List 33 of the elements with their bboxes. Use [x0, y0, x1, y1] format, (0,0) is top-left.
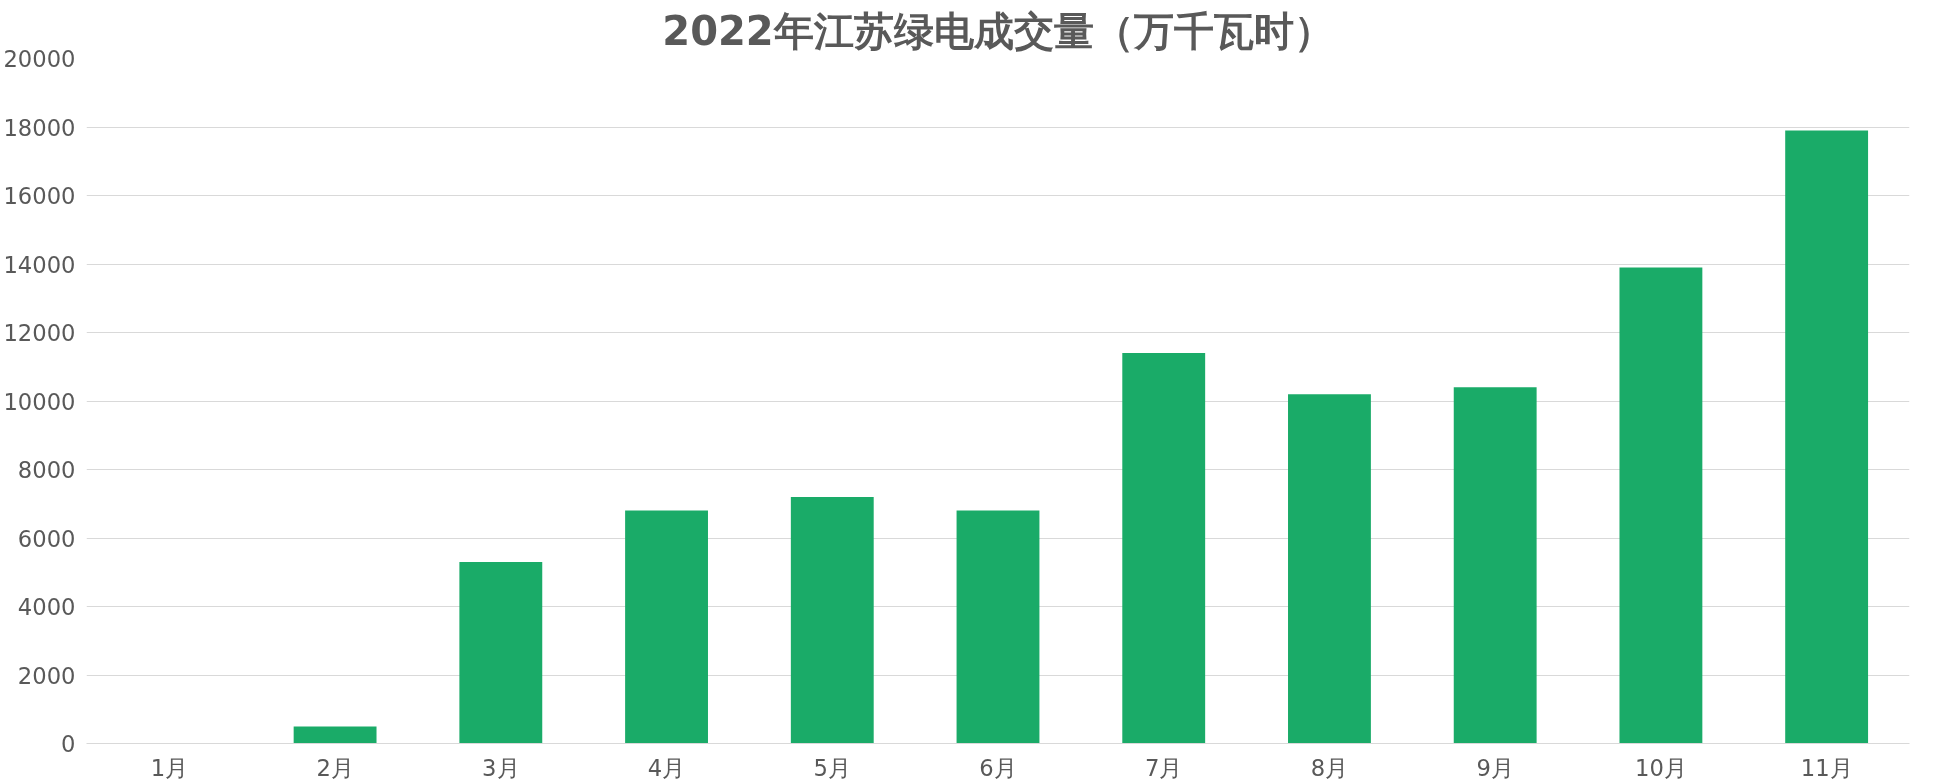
y-tick-label: 0: [61, 731, 76, 757]
y-tick-label: 18000: [3, 114, 76, 141]
x-tick-label: 9月: [1476, 754, 1514, 781]
x-tick-label: 8月: [1310, 754, 1349, 781]
x-tick-label: 7月: [1145, 754, 1183, 781]
y-tick-label: 6000: [17, 525, 76, 552]
bar: [956, 510, 1040, 744]
y-tick-label: 2000: [17, 662, 76, 689]
bar: [1453, 387, 1537, 744]
y-tick-label: 10000: [3, 388, 76, 415]
y-tick-label: 20000: [3, 46, 76, 72]
y-tick-label: 4000: [17, 594, 76, 620]
x-tick-label: 5月: [813, 754, 851, 781]
bar: [1122, 353, 1206, 744]
bar: [1288, 394, 1371, 744]
bar: [293, 726, 377, 744]
bar: [459, 561, 543, 744]
x-tick-label: 11月: [1800, 754, 1853, 781]
chart-title: 2022年江苏绿电成交量（万千瓦时）: [662, 7, 1334, 54]
bar: [1619, 267, 1703, 744]
x-tick-label: 3月: [482, 754, 520, 781]
x-tick-label: 1月: [150, 754, 189, 781]
bar: [1785, 130, 1869, 744]
y-tick-label: 14000: [3, 251, 76, 278]
x-tick-label: 4月: [647, 754, 686, 781]
x-tick-label: 10月: [1634, 754, 1687, 781]
bar: [790, 496, 874, 744]
y-tick-label: 12000: [3, 320, 76, 346]
x-tick-label: 2月: [316, 754, 354, 781]
bar: [625, 510, 708, 744]
x-tick-label: 6月: [979, 754, 1017, 781]
y-tick-label: 16000: [3, 183, 76, 209]
y-tick-label: 8000: [17, 457, 76, 483]
